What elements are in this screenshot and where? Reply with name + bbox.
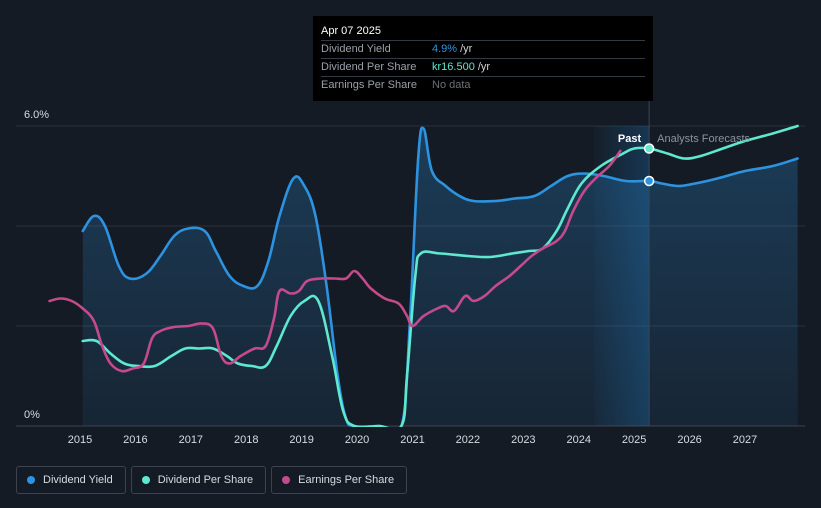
dividend-per-share-marker [643, 143, 655, 154]
x-tick-label: 2021 [400, 434, 424, 446]
x-tick-label: 2015 [68, 434, 92, 446]
dividend-yield-dot-icon [27, 476, 35, 484]
legend-dividend-per-share[interactable]: Dividend Per Share [130, 466, 267, 494]
dividend-yield-marker [643, 175, 655, 187]
earnings-per-share-line [48, 149, 622, 373]
dividend-yield-area [82, 127, 798, 427]
legend-label: Dividend Per Share [157, 474, 254, 486]
earnings-per-share-dot-icon [282, 476, 291, 484]
x-tick-label: 2025 [622, 434, 646, 446]
tooltip-value: 4.9% [432, 43, 458, 55]
tooltip-value: kr16.500 [432, 61, 475, 73]
tooltip-row-dividend-yield: Dividend Yield 4.9% /yr [321, 40, 645, 58]
analysts-forecasts-label: Analysts Forecasts [657, 133, 750, 145]
tooltip-unit: /yr [460, 43, 473, 55]
x-tick-label: 2020 [345, 434, 369, 446]
legend-earnings-per-share[interactable]: Earnings Per Share [271, 466, 408, 494]
x-tick-label: 2027 [733, 434, 757, 446]
markers [643, 143, 655, 187]
legend: Dividend Yield Dividend Per Share Earnin… [16, 466, 408, 494]
tooltip-row-dividend-per-share: Dividend Per Share kr16.500 /yr [321, 58, 645, 76]
x-tick-label: 2018 [234, 434, 258, 446]
dividend-yield-line [81, 126, 799, 427]
tooltip-label: Dividend Yield [321, 43, 391, 55]
tooltip-row-earnings-per-share: Earnings Per Share No data [321, 76, 645, 94]
tooltip-label: Earnings Per Share [321, 79, 417, 91]
tooltip-value: No data [432, 79, 471, 91]
x-tick-label: 2022 [456, 434, 480, 446]
x-tick-label: 2019 [289, 434, 313, 446]
series-layer [48, 124, 799, 427]
x-tick-label: 2026 [677, 434, 701, 446]
dividend-per-share-dot-icon [141, 476, 150, 484]
dividend-per-share-line [81, 124, 799, 427]
legend-label: Earnings Per Share [298, 474, 395, 486]
tooltip-unit: /yr [477, 61, 491, 73]
legend-dividend-yield[interactable]: Dividend Yield [16, 466, 126, 494]
y-tick-label: 0% [24, 409, 40, 421]
y-tick-label: 6.0% [24, 109, 49, 121]
past-label: Past [618, 133, 642, 145]
x-axis-ticks: 2015 2016 2017 2018 2019 2020 2021 2022 2023 2024… [68, 434, 757, 446]
tooltip: Apr 07 2025 Dividend Yield 4.9% /yr Divi… [313, 16, 653, 101]
x-tick-label: 2017 [179, 434, 203, 446]
y-axis-ticks: 6.0% 0% [24, 109, 49, 421]
tooltip-date: Apr 07 2025 [321, 25, 381, 37]
x-tick-label: 2024 [567, 434, 591, 446]
legend-label: Dividend Yield [43, 474, 113, 486]
x-tick-label: 2023 [511, 434, 535, 446]
tooltip-label: Dividend Per Share [321, 61, 417, 73]
x-tick-label: 2016 [123, 434, 147, 446]
